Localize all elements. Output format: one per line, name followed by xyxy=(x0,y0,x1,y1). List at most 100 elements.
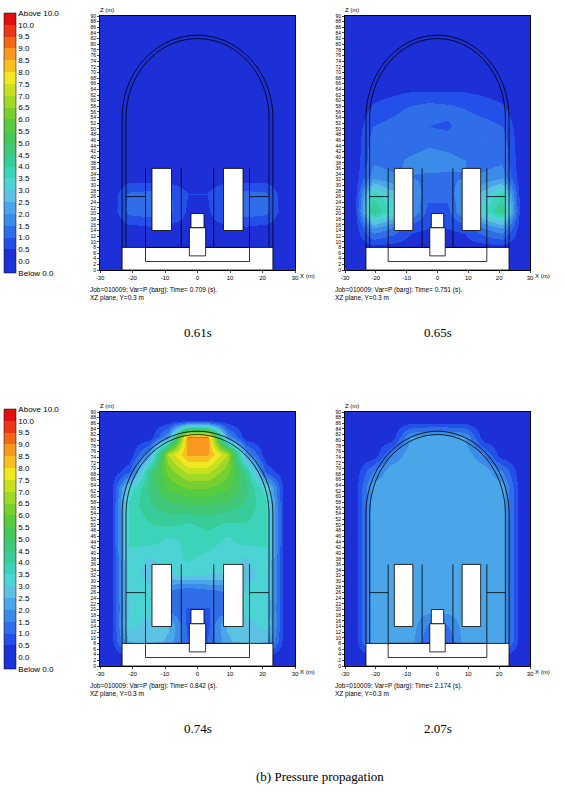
svg-text:(b) Pressure propagation: (b) Pressure propagation xyxy=(256,769,384,784)
svg-text:2.0: 2.0 xyxy=(18,210,30,219)
svg-text:90: 90 xyxy=(90,13,96,19)
svg-text:28: 28 xyxy=(90,584,96,590)
svg-text:Job=010009: Var=P (barg): Time: Job=010009: Var=P (barg): Time= 0.751 (s… xyxy=(335,286,462,302)
svg-text:22: 22 xyxy=(335,601,341,607)
svg-text:3.5: 3.5 xyxy=(18,174,30,183)
svg-text:-30: -30 xyxy=(341,671,350,677)
svg-text:8.5: 8.5 xyxy=(18,452,30,461)
svg-text:Job=010009: Var=P (barg): Time: Job=010009: Var=P (barg): Time= 0.842 (s… xyxy=(90,682,217,698)
svg-text:Z (m): Z (m) xyxy=(345,403,359,409)
svg-text:24: 24 xyxy=(335,595,341,601)
svg-text:22: 22 xyxy=(90,205,96,211)
svg-text:-20: -20 xyxy=(128,671,137,677)
svg-text:0: 0 xyxy=(93,663,96,669)
svg-text:10.0: 10.0 xyxy=(18,417,34,426)
svg-text:22: 22 xyxy=(90,601,96,607)
svg-text:58: 58 xyxy=(90,103,96,109)
svg-text:3.0: 3.0 xyxy=(18,582,30,591)
svg-text:-30: -30 xyxy=(96,275,105,281)
svg-text:24: 24 xyxy=(335,199,341,205)
svg-text:68: 68 xyxy=(90,75,96,81)
svg-text:38: 38 xyxy=(335,160,341,166)
svg-text:54: 54 xyxy=(335,114,341,120)
svg-text:44: 44 xyxy=(90,143,96,149)
svg-text:7.0: 7.0 xyxy=(18,488,30,497)
svg-text:38: 38 xyxy=(90,556,96,562)
svg-text:10: 10 xyxy=(335,239,341,245)
svg-text:6: 6 xyxy=(93,250,96,256)
svg-text:-10: -10 xyxy=(402,671,411,677)
svg-text:-20: -20 xyxy=(371,275,380,281)
svg-text:46: 46 xyxy=(335,533,341,539)
svg-text:40: 40 xyxy=(90,154,96,160)
svg-text:86: 86 xyxy=(335,24,341,30)
svg-text:60: 60 xyxy=(90,97,96,103)
svg-text:72: 72 xyxy=(335,64,341,70)
svg-text:74: 74 xyxy=(90,58,96,64)
svg-text:X (m): X (m) xyxy=(535,273,550,279)
svg-text:0: 0 xyxy=(436,275,440,281)
svg-text:56: 56 xyxy=(90,505,96,511)
svg-text:34: 34 xyxy=(335,171,341,177)
svg-text:48: 48 xyxy=(335,527,341,533)
svg-text:66: 66 xyxy=(90,80,96,86)
svg-text:46: 46 xyxy=(335,137,341,143)
svg-text:14: 14 xyxy=(90,623,96,629)
svg-text:90: 90 xyxy=(90,409,96,415)
svg-text:30: 30 xyxy=(90,182,96,188)
svg-text:10: 10 xyxy=(335,635,341,641)
svg-text:12: 12 xyxy=(335,233,341,239)
svg-text:26: 26 xyxy=(90,193,96,199)
svg-text:74: 74 xyxy=(335,454,341,460)
svg-text:90: 90 xyxy=(335,409,341,415)
svg-text:88: 88 xyxy=(335,414,341,420)
svg-text:78: 78 xyxy=(335,47,341,53)
svg-text:34: 34 xyxy=(90,171,96,177)
svg-text:10.0: 10.0 xyxy=(18,21,34,30)
svg-text:1.0: 1.0 xyxy=(18,629,30,638)
svg-text:70: 70 xyxy=(90,465,96,471)
svg-text:0.0: 0.0 xyxy=(18,653,30,662)
svg-text:0.61s: 0.61s xyxy=(184,325,212,340)
svg-text:30: 30 xyxy=(335,182,341,188)
svg-text:76: 76 xyxy=(335,448,341,454)
svg-text:9.0: 9.0 xyxy=(18,440,30,449)
svg-text:78: 78 xyxy=(335,443,341,449)
svg-text:26: 26 xyxy=(335,589,341,595)
svg-text:6: 6 xyxy=(338,250,341,256)
svg-text:-30: -30 xyxy=(96,671,105,677)
svg-text:66: 66 xyxy=(335,80,341,86)
svg-text:32: 32 xyxy=(90,176,96,182)
svg-text:8: 8 xyxy=(93,640,96,646)
svg-text:4.5: 4.5 xyxy=(18,547,30,556)
svg-text:0: 0 xyxy=(436,671,440,677)
svg-text:8.0: 8.0 xyxy=(18,464,30,473)
svg-text:78: 78 xyxy=(90,47,96,53)
svg-text:5.0: 5.0 xyxy=(18,139,30,148)
svg-text:2: 2 xyxy=(338,261,341,267)
svg-text:14: 14 xyxy=(90,227,96,233)
svg-text:0: 0 xyxy=(196,671,200,677)
svg-text:8.0: 8.0 xyxy=(18,68,30,77)
svg-text:Z (m): Z (m) xyxy=(100,403,114,409)
svg-text:Job=010009: Var=P (barg): Time: Job=010009: Var=P (barg): Time= 0.709 (s… xyxy=(90,286,217,302)
svg-text:1.0: 1.0 xyxy=(18,233,30,242)
svg-text:-30: -30 xyxy=(341,275,350,281)
svg-text:0: 0 xyxy=(338,663,341,669)
svg-text:7.5: 7.5 xyxy=(18,80,30,89)
svg-text:20: 20 xyxy=(90,210,96,216)
svg-text:34: 34 xyxy=(335,567,341,573)
svg-text:2.0: 2.0 xyxy=(18,606,30,615)
svg-text:12: 12 xyxy=(90,629,96,635)
svg-text:4.5: 4.5 xyxy=(18,151,30,160)
svg-text:84: 84 xyxy=(90,426,96,432)
svg-text:62: 62 xyxy=(335,488,341,494)
svg-text:6: 6 xyxy=(93,646,96,652)
svg-text:36: 36 xyxy=(335,561,341,567)
svg-text:24: 24 xyxy=(90,199,96,205)
svg-text:30: 30 xyxy=(527,275,534,281)
svg-text:56: 56 xyxy=(335,505,341,511)
svg-text:8.5: 8.5 xyxy=(18,56,30,65)
svg-text:10: 10 xyxy=(465,275,472,281)
svg-text:42: 42 xyxy=(90,544,96,550)
